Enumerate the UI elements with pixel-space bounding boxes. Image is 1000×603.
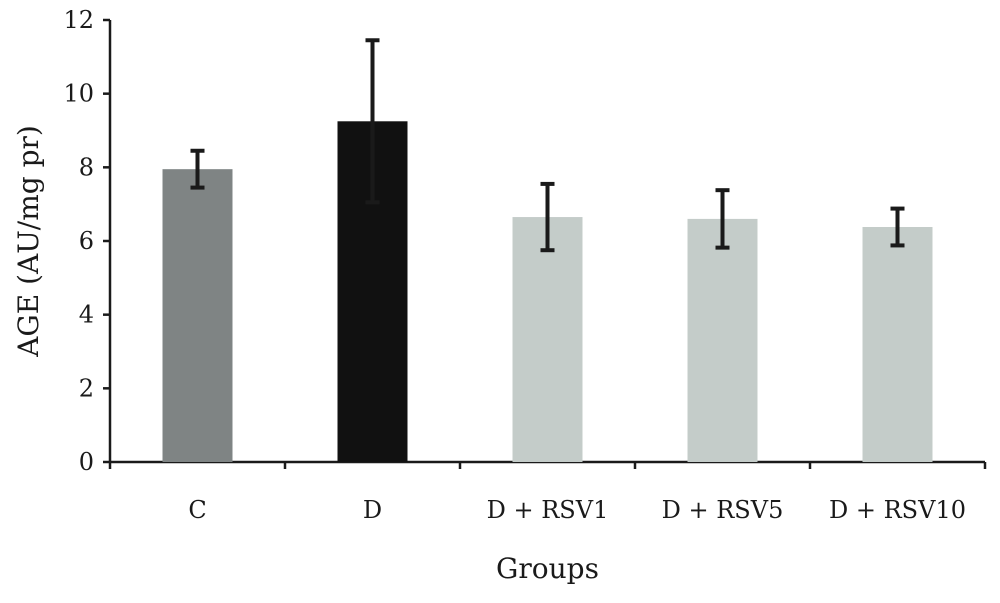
- y-tick-label: 12: [63, 6, 94, 34]
- bars: [162, 121, 933, 463]
- x-axis-title: Groups: [496, 552, 599, 585]
- error-bar: [715, 188, 730, 250]
- x-axis: C D D + RSV1 D + RSV5 D + RSV10: [108, 460, 987, 524]
- x-tick-label: D + RSV10: [829, 496, 966, 524]
- y-tick-label: 6: [79, 227, 94, 255]
- y-tick-label: 10: [63, 80, 94, 108]
- x-tick-label: D + RSV5: [662, 496, 784, 524]
- error-bar: [190, 148, 205, 190]
- error-bar: [540, 181, 555, 253]
- bar: [687, 218, 758, 462]
- y-tick-label: 4: [79, 301, 94, 329]
- error-bars: [190, 38, 905, 253]
- error-bar: [365, 38, 380, 205]
- y-tick-label: 0: [79, 448, 94, 476]
- bar: [862, 227, 933, 462]
- x-tick-label: C: [188, 496, 206, 524]
- x-tick-label: D: [363, 496, 382, 524]
- y-tick-label: 2: [79, 374, 94, 402]
- bar: [162, 169, 233, 463]
- y-axis: 0 2 4 6 8 10 12: [63, 6, 112, 476]
- y-axis-title: AGE (AU/mg pr): [12, 125, 45, 358]
- error-bar: [890, 206, 905, 248]
- bar: [512, 217, 583, 462]
- x-tick-label: D + RSV1: [487, 496, 609, 524]
- y-tick-label: 8: [79, 153, 94, 181]
